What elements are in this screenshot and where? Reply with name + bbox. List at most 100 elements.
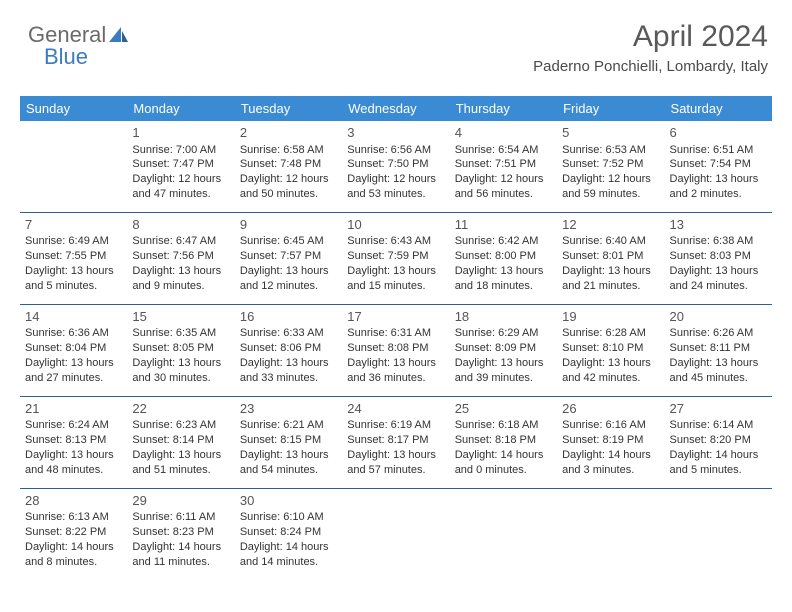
sunset-line: Sunset: 8:06 PM	[240, 341, 337, 356]
day-number: 29	[132, 492, 229, 510]
day-number: 30	[240, 492, 337, 510]
daylight-line: Daylight: 12 hours and 53 minutes.	[347, 172, 444, 202]
day-number: 23	[240, 400, 337, 418]
daylight-line: Daylight: 14 hours and 5 minutes.	[670, 448, 767, 478]
calendar-day-cell: 30Sunrise: 6:10 AMSunset: 8:24 PMDayligh…	[235, 488, 342, 579]
day-number: 8	[132, 216, 229, 234]
calendar-day-cell: 7Sunrise: 6:49 AMSunset: 7:55 PMDaylight…	[20, 212, 127, 304]
sunrise-line: Sunrise: 6:42 AM	[455, 234, 552, 249]
day-number: 6	[670, 124, 767, 142]
daylight-line: Daylight: 13 hours and 57 minutes.	[347, 448, 444, 478]
sunrise-line: Sunrise: 6:16 AM	[562, 418, 659, 433]
calendar-table: SundayMondayTuesdayWednesdayThursdayFrid…	[20, 96, 772, 580]
day-number: 25	[455, 400, 552, 418]
calendar-day-cell: 19Sunrise: 6:28 AMSunset: 8:10 PMDayligh…	[557, 304, 664, 396]
sunset-line: Sunset: 8:18 PM	[455, 433, 552, 448]
sunrise-line: Sunrise: 6:33 AM	[240, 326, 337, 341]
daylight-line: Daylight: 13 hours and 51 minutes.	[132, 448, 229, 478]
day-number: 26	[562, 400, 659, 418]
sunrise-line: Sunrise: 7:00 AM	[132, 143, 229, 158]
sunset-line: Sunset: 8:20 PM	[670, 433, 767, 448]
sunset-line: Sunset: 7:52 PM	[562, 157, 659, 172]
sunrise-line: Sunrise: 6:36 AM	[25, 326, 122, 341]
day-number: 11	[455, 216, 552, 234]
weekday-header: Wednesday	[342, 96, 449, 121]
sunset-line: Sunset: 8:05 PM	[132, 341, 229, 356]
location-subtitle: Paderno Ponchielli, Lombardy, Italy	[533, 58, 768, 75]
sunset-line: Sunset: 7:47 PM	[132, 157, 229, 172]
daylight-line: Daylight: 13 hours and 2 minutes.	[670, 172, 767, 202]
day-number: 16	[240, 308, 337, 326]
sunrise-line: Sunrise: 6:28 AM	[562, 326, 659, 341]
page-title: April 2024	[533, 20, 768, 54]
day-number: 14	[25, 308, 122, 326]
calendar-day-cell: 23Sunrise: 6:21 AMSunset: 8:15 PMDayligh…	[235, 396, 342, 488]
sunset-line: Sunset: 7:48 PM	[240, 157, 337, 172]
sunset-line: Sunset: 8:00 PM	[455, 249, 552, 264]
daylight-line: Daylight: 14 hours and 14 minutes.	[240, 540, 337, 570]
sunset-line: Sunset: 8:01 PM	[562, 249, 659, 264]
sunset-line: Sunset: 8:03 PM	[670, 249, 767, 264]
day-number: 18	[455, 308, 552, 326]
daylight-line: Daylight: 13 hours and 12 minutes.	[240, 264, 337, 294]
calendar-empty-cell	[20, 121, 127, 212]
day-number: 27	[670, 400, 767, 418]
weekday-header: Thursday	[450, 96, 557, 121]
sunrise-line: Sunrise: 6:49 AM	[25, 234, 122, 249]
day-number: 15	[132, 308, 229, 326]
sunrise-line: Sunrise: 6:19 AM	[347, 418, 444, 433]
sunset-line: Sunset: 7:57 PM	[240, 249, 337, 264]
calendar-day-cell: 27Sunrise: 6:14 AMSunset: 8:20 PMDayligh…	[665, 396, 772, 488]
calendar-day-cell: 20Sunrise: 6:26 AMSunset: 8:11 PMDayligh…	[665, 304, 772, 396]
sunset-line: Sunset: 7:56 PM	[132, 249, 229, 264]
sunrise-line: Sunrise: 6:58 AM	[240, 143, 337, 158]
sunrise-line: Sunrise: 6:51 AM	[670, 143, 767, 158]
sunrise-line: Sunrise: 6:18 AM	[455, 418, 552, 433]
sunset-line: Sunset: 8:13 PM	[25, 433, 122, 448]
day-number: 24	[347, 400, 444, 418]
sunrise-line: Sunrise: 6:14 AM	[670, 418, 767, 433]
calendar-day-cell: 1Sunrise: 7:00 AMSunset: 7:47 PMDaylight…	[127, 121, 234, 212]
sunrise-line: Sunrise: 6:35 AM	[132, 326, 229, 341]
sunrise-line: Sunrise: 6:23 AM	[132, 418, 229, 433]
sunset-line: Sunset: 7:54 PM	[670, 157, 767, 172]
day-number: 3	[347, 124, 444, 142]
logo-text-blue-wrap: Blue	[44, 44, 88, 70]
sunset-line: Sunset: 8:09 PM	[455, 341, 552, 356]
daylight-line: Daylight: 13 hours and 42 minutes.	[562, 356, 659, 386]
daylight-line: Daylight: 13 hours and 9 minutes.	[132, 264, 229, 294]
calendar-day-cell: 24Sunrise: 6:19 AMSunset: 8:17 PMDayligh…	[342, 396, 449, 488]
weekday-header: Sunday	[20, 96, 127, 121]
calendar-day-cell: 26Sunrise: 6:16 AMSunset: 8:19 PMDayligh…	[557, 396, 664, 488]
day-number: 22	[132, 400, 229, 418]
calendar-empty-cell	[342, 488, 449, 579]
sunset-line: Sunset: 8:11 PM	[670, 341, 767, 356]
calendar-week-row: 1Sunrise: 7:00 AMSunset: 7:47 PMDaylight…	[20, 121, 772, 212]
day-number: 5	[562, 124, 659, 142]
weekday-header: Monday	[127, 96, 234, 121]
sunrise-line: Sunrise: 6:38 AM	[670, 234, 767, 249]
sunrise-line: Sunrise: 6:11 AM	[132, 510, 229, 525]
logo-sail-icon	[108, 26, 130, 44]
weekday-header: Saturday	[665, 96, 772, 121]
calendar-day-cell: 16Sunrise: 6:33 AMSunset: 8:06 PMDayligh…	[235, 304, 342, 396]
sunrise-line: Sunrise: 6:53 AM	[562, 143, 659, 158]
day-number: 12	[562, 216, 659, 234]
calendar-day-cell: 28Sunrise: 6:13 AMSunset: 8:22 PMDayligh…	[20, 488, 127, 579]
daylight-line: Daylight: 14 hours and 3 minutes.	[562, 448, 659, 478]
sunrise-line: Sunrise: 6:54 AM	[455, 143, 552, 158]
sunset-line: Sunset: 8:10 PM	[562, 341, 659, 356]
logo-text-blue: Blue	[44, 44, 88, 69]
daylight-line: Daylight: 12 hours and 59 minutes.	[562, 172, 659, 202]
sunrise-line: Sunrise: 6:40 AM	[562, 234, 659, 249]
sunset-line: Sunset: 8:04 PM	[25, 341, 122, 356]
daylight-line: Daylight: 13 hours and 54 minutes.	[240, 448, 337, 478]
calendar-day-cell: 3Sunrise: 6:56 AMSunset: 7:50 PMDaylight…	[342, 121, 449, 212]
daylight-line: Daylight: 13 hours and 18 minutes.	[455, 264, 552, 294]
daylight-line: Daylight: 13 hours and 21 minutes.	[562, 264, 659, 294]
daylight-line: Daylight: 13 hours and 27 minutes.	[25, 356, 122, 386]
daylight-line: Daylight: 14 hours and 0 minutes.	[455, 448, 552, 478]
daylight-line: Daylight: 14 hours and 11 minutes.	[132, 540, 229, 570]
day-number: 19	[562, 308, 659, 326]
sunrise-line: Sunrise: 6:21 AM	[240, 418, 337, 433]
